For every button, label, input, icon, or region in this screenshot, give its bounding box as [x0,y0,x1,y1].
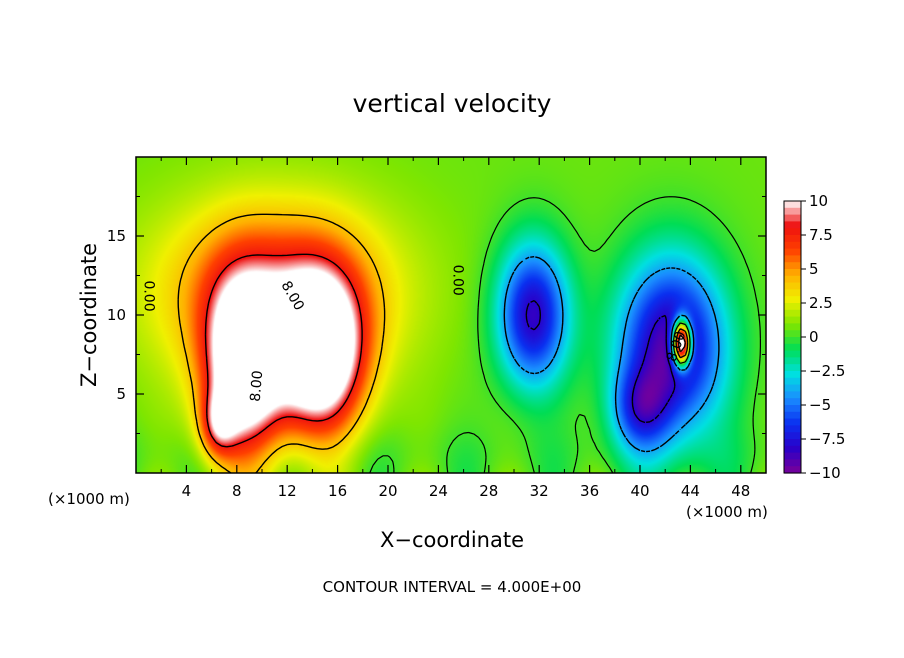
x-tick-label: 32 [530,482,549,500]
colorbar-tick-label: 0 [809,328,819,346]
colorbar-swatch [784,289,801,297]
colorbar-swatch [784,296,801,304]
velocity-field [136,157,766,473]
colorbar-swatch [784,248,801,256]
contour-lines: 0.000.008.008.008.00 [141,196,761,474]
colorbar-swatch [784,228,801,236]
y-axis-title: Z−coordinate [77,243,101,387]
colorbar-swatch [784,459,801,467]
colorbar-swatch [784,303,801,311]
contour-line [503,256,720,453]
chart-title: vertical velocity [353,89,552,118]
contour-label: 0.00 [449,265,465,296]
plot-area: 0.000.008.008.008.00 [135,156,767,474]
colorbar-swatch [784,235,801,243]
colorbar-swatch [784,221,801,229]
colorbar-swatch [784,323,801,331]
colorbar-swatch [784,445,801,454]
colorbar-swatch [784,466,801,474]
colorbar-swatch [784,418,801,426]
colorbar-swatch [784,432,801,440]
x-axis-title: X−coordinate [380,528,524,552]
colorbar-swatch [784,452,801,460]
colorbar-tick-label: −2.5 [809,362,845,380]
contour-line [369,196,761,474]
colorbar-tick-label: 7.5 [809,226,833,244]
x-tick-label: 28 [479,482,498,500]
contour-label: 8.00 [248,370,267,402]
colorbar-swatch [784,391,801,399]
colorbar-swatch [784,405,801,413]
colorbar-swatch [784,364,801,372]
x-unit-left: (×1000 m) [48,490,130,508]
x-axis: 4 8 12 16 20 24 28 32 36 40 44 48 [160,157,750,500]
colorbar-tick-label: 10 [809,192,828,210]
colorbar-swatch [784,398,801,406]
x-tick-label: 24 [429,482,448,500]
colorbar-swatch [784,411,801,420]
y-tick-label: 10 [107,306,126,324]
y-axis: 5 10 15 [107,196,766,434]
y-tick-label: 15 [107,227,126,245]
colorbar-swatch [784,439,801,447]
colorbar-tick-label: −7.5 [809,430,845,448]
colorbar-swatch [784,275,801,284]
colorbar-swatch [784,384,801,392]
colorbar-swatch [784,350,801,358]
x-tick-label: 8 [232,482,242,500]
colorbar-swatch [784,337,801,345]
colorbar-swatch [784,309,801,318]
contour-interval-label: CONTOUR INTERVAL = 4.000E+00 [323,578,582,596]
colorbar-swatch [784,269,801,277]
contour-line [177,213,689,474]
colorbar-swatch [784,207,801,216]
colorbar-swatch [784,262,801,270]
x-tick-label: 16 [328,482,347,500]
contour-line [204,253,686,448]
x-tick-label: 4 [182,482,192,500]
colorbar-swatch [784,343,801,352]
colorbar: 10 7.5 5 2.5 0 −2.5 −5 −7.5 −10 [783,192,845,482]
x-tick-label: 48 [731,482,750,500]
colorbar-swatch [784,282,801,290]
colorbar-swatch [784,330,801,338]
colorbar-swatch [784,201,801,209]
colorbar-swatch [784,214,801,222]
y-tick-label: 5 [116,385,126,403]
colorbar-swatch [784,371,801,379]
colorbar-swatch [784,357,801,365]
colorbar-swatch [784,255,801,263]
x-tick-label: 12 [278,482,297,500]
colorbar-swatch [784,316,801,324]
x-tick-label: 20 [378,482,397,500]
colorbar-swatch [784,425,801,433]
x-tick-label: 36 [580,482,599,500]
x-unit-right: (×1000 m) [686,503,768,521]
colorbar-swatch [784,377,801,386]
colorbar-tick-label: 5 [809,260,819,278]
colorbar-swatch [784,241,801,250]
contour-line [525,299,676,424]
colorbar-tick-label: 2.5 [809,294,833,312]
x-tick-label: 40 [630,482,649,500]
contour-label: 0.00 [141,280,157,311]
colorbar-tick-label: −5 [809,396,831,414]
colorbar-tick-label: −10 [809,464,841,482]
x-tick-label: 44 [681,482,700,500]
